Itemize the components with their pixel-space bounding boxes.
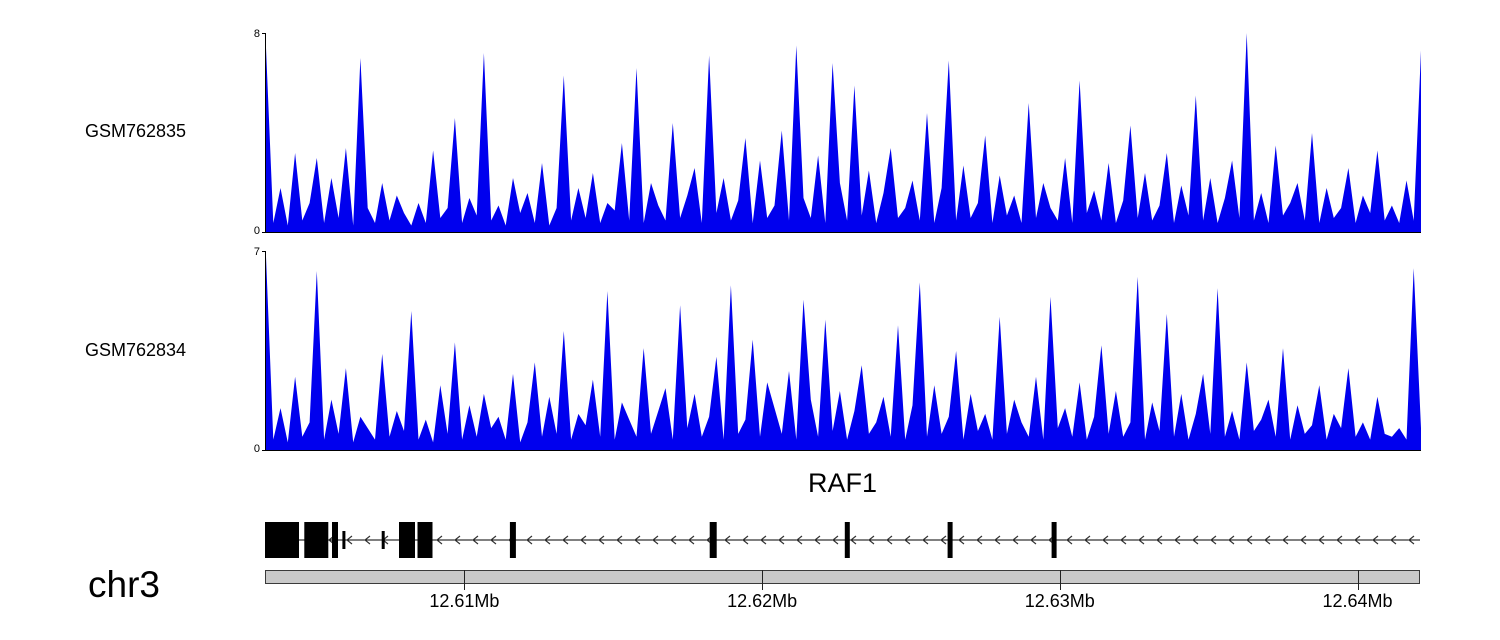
strand-arrow-left-icon <box>1138 535 1145 545</box>
exon-box <box>509 522 516 558</box>
genome-axis: 12.61Mb 12.62Mb 12.63Mb 12.64Mb <box>265 570 1420 625</box>
strand-arrow-left-icon <box>1336 535 1343 545</box>
strand-arrow-left-icon <box>958 535 965 545</box>
strand-arrow-left-icon <box>1372 535 1379 545</box>
strand-arrow-left-icon <box>490 535 497 545</box>
y-axis-min-label: 0 <box>253 225 260 237</box>
exon-box <box>399 522 415 558</box>
strand-arrow-left-icon <box>1246 535 1253 545</box>
strand-arrow-left-icon <box>1012 535 1019 545</box>
strand-arrow-left-icon <box>922 535 929 545</box>
strand-arrow-left-icon <box>1210 535 1217 545</box>
strand-arrow-left-icon <box>850 535 857 545</box>
track-label-gsm762835: GSM762835 <box>85 121 187 141</box>
coverage-plot-gsm762835 <box>266 33 1421 233</box>
strand-arrow-left-icon <box>868 535 875 545</box>
exon-box <box>417 522 433 558</box>
axis-tick <box>762 570 764 590</box>
axis-tick <box>1059 570 1061 590</box>
strand-arrow-left-icon <box>1300 535 1307 545</box>
strand-arrow-left-icon <box>778 535 785 545</box>
strand-arrow-left-icon <box>1390 535 1397 545</box>
strand-arrow-left-icon <box>1066 535 1073 545</box>
gene-name-label: RAF1 <box>807 468 878 498</box>
strand-arrow-left-icon <box>940 535 947 545</box>
exon-box <box>342 531 346 549</box>
y-axis-tick <box>262 232 266 233</box>
strand-arrow-left-icon <box>598 535 605 545</box>
y-axis-max-label: 8 <box>253 28 260 40</box>
strand-arrow-left-icon <box>1102 535 1109 545</box>
strand-arrow-left-icon <box>1174 535 1181 545</box>
strand-arrow-left-icon <box>364 535 371 545</box>
strand-arrow-left-icon <box>886 535 893 545</box>
strand-arrow-left-icon <box>1120 535 1127 545</box>
exon-box <box>332 522 338 558</box>
axis-tick <box>1357 570 1359 590</box>
y-axis-tick <box>262 450 266 451</box>
exon-box <box>265 522 299 558</box>
strand-arrow-left-icon <box>472 535 479 545</box>
strand-arrow-left-icon <box>1156 535 1163 545</box>
strand-arrow-left-icon <box>1282 535 1289 545</box>
axis-tick-label: 12.63Mb <box>1024 591 1095 611</box>
strand-arrow-left-icon <box>1084 535 1091 545</box>
signal-area <box>266 256 1421 451</box>
signal-area <box>266 33 1421 233</box>
strand-arrow-left-icon <box>562 535 569 545</box>
y-axis-max-label: 7 <box>253 246 260 258</box>
strand-arrow-left-icon <box>742 535 749 545</box>
strand-arrow-left-icon <box>1318 535 1325 545</box>
exon-box <box>1051 522 1057 558</box>
y-axis-min-label: 0 <box>253 443 260 455</box>
exon-box <box>381 531 385 549</box>
strand-arrow-left-icon <box>976 535 983 545</box>
strand-arrow-left-icon <box>832 535 839 545</box>
strand-arrow-left-icon <box>580 535 587 545</box>
gene-model-track <box>265 522 1420 558</box>
y-axis-tick <box>262 251 266 252</box>
strand-arrow-left-icon <box>436 535 443 545</box>
strand-arrow-left-icon <box>814 535 821 545</box>
strand-arrow-left-icon <box>994 535 1001 545</box>
axis-tick-label: 12.64Mb <box>1322 591 1393 611</box>
chromosome-label: chr3 <box>88 564 160 605</box>
exon-box <box>844 522 850 558</box>
strand-arrow-left-icon <box>634 535 641 545</box>
strand-arrow-left-icon <box>454 535 461 545</box>
strand-arrow-left-icon <box>1408 535 1415 545</box>
strand-arrow-left-icon <box>526 535 533 545</box>
axis-tick <box>464 570 466 590</box>
axis-tick-label: 12.61Mb <box>429 591 500 611</box>
chromosome-axis-bar <box>265 570 1420 584</box>
strand-arrow-left-icon <box>1228 535 1235 545</box>
strand-arrow-left-icon <box>616 535 623 545</box>
strand-arrow-left-icon <box>1192 535 1199 545</box>
signal-track-gsm762835: 8 0 <box>254 29 1421 237</box>
strand-arrow-left-icon <box>1030 535 1037 545</box>
strand-arrow-left-icon <box>724 535 731 545</box>
exon-box <box>304 522 329 558</box>
strand-arrow-left-icon <box>670 535 677 545</box>
y-axis-tick <box>262 33 266 34</box>
signal-track-gsm762834: 7 0 <box>254 247 1421 455</box>
coverage-plot-gsm762834 <box>266 256 1421 451</box>
strand-arrow-left-icon <box>652 535 659 545</box>
exon-box <box>947 522 953 558</box>
exon-box <box>709 522 717 558</box>
strand-arrow-left-icon <box>688 535 695 545</box>
strand-arrow-left-icon <box>544 535 551 545</box>
strand-arrow-left-icon <box>346 535 353 545</box>
strand-arrow-left-icon <box>1264 535 1271 545</box>
strand-arrow-left-icon <box>760 535 767 545</box>
strand-arrow-left-icon <box>1354 535 1361 545</box>
track-label-gsm762834: GSM762834 <box>85 340 187 360</box>
strand-arrow-left-icon <box>796 535 803 545</box>
strand-arrow-left-icon <box>904 535 911 545</box>
axis-tick-label: 12.62Mb <box>727 591 798 611</box>
